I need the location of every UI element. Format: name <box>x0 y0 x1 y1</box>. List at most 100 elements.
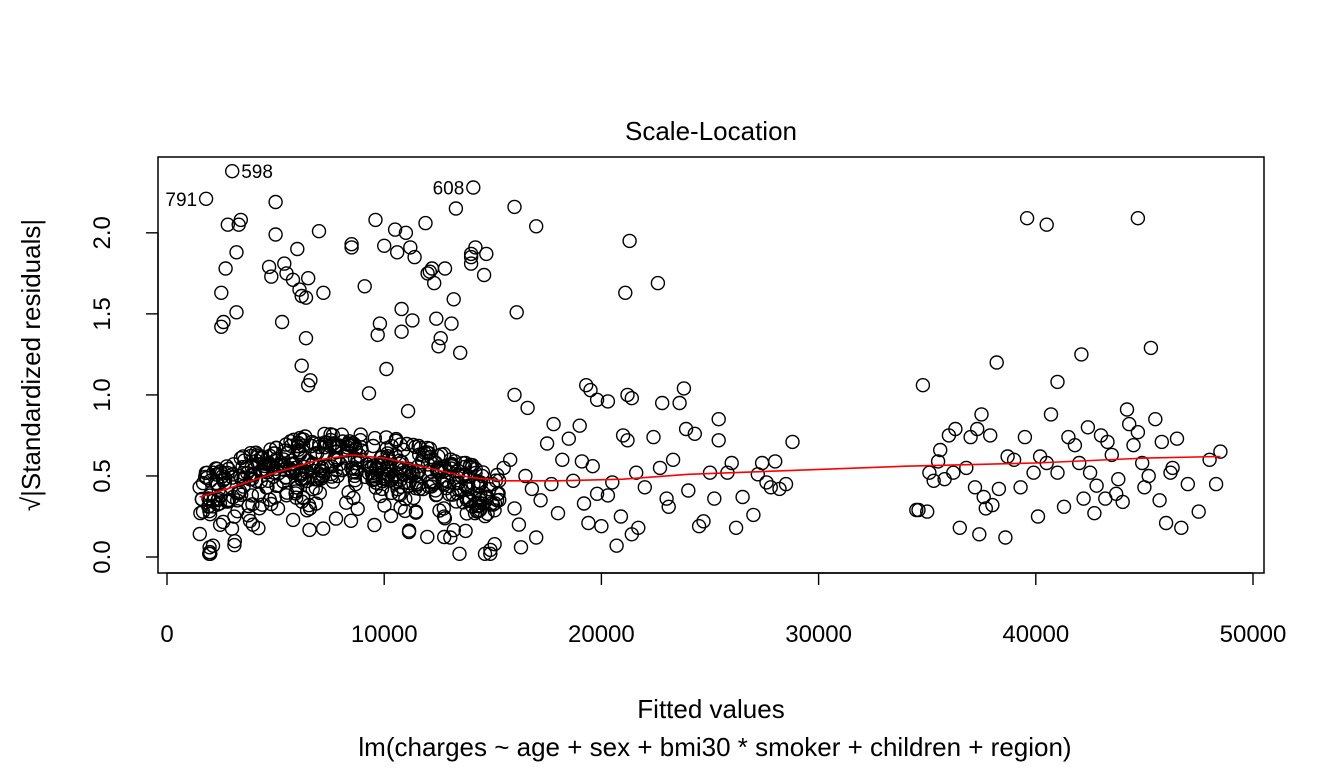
data-point <box>293 471 309 486</box>
data-point <box>331 438 347 453</box>
data-point <box>555 452 570 467</box>
data-point <box>618 285 633 300</box>
data-point <box>347 451 363 466</box>
data-point <box>437 529 452 545</box>
data-point <box>1121 416 1137 432</box>
data-point <box>374 481 390 497</box>
data-point <box>1119 402 1135 417</box>
data-point <box>696 514 711 529</box>
data-point <box>1154 434 1170 450</box>
data-point <box>448 201 464 216</box>
data-point <box>311 223 327 239</box>
data-point <box>379 441 394 456</box>
data-point <box>1130 210 1146 226</box>
data-point <box>952 520 967 535</box>
data-point <box>1169 431 1185 446</box>
data-point <box>655 395 670 411</box>
data-point <box>285 464 300 479</box>
data-point <box>344 236 359 252</box>
data-point <box>294 358 309 373</box>
data-point <box>1148 412 1163 427</box>
data-point <box>1043 407 1059 422</box>
data-point <box>214 285 229 300</box>
data-point <box>539 436 555 451</box>
data-point <box>357 279 372 294</box>
data-point <box>1006 452 1022 467</box>
data-point <box>659 491 674 506</box>
data-point <box>241 508 256 523</box>
data-point <box>476 267 492 283</box>
data-point <box>243 468 259 483</box>
data-point <box>198 191 214 207</box>
data-point <box>388 448 403 463</box>
data-point <box>285 272 301 287</box>
data-point <box>1074 347 1089 362</box>
x-axis: 0 10000 20000 30000 40000 50000 <box>160 572 1287 648</box>
data-point <box>328 511 344 526</box>
data-point <box>428 487 444 503</box>
data-point <box>218 261 233 276</box>
data-point <box>350 501 365 516</box>
data-point <box>344 240 359 255</box>
y-tick-label: 0.5 <box>89 459 116 492</box>
data-point <box>477 546 493 561</box>
data-point <box>419 445 435 460</box>
data-point <box>759 475 774 490</box>
data-point <box>343 513 359 528</box>
y-tick-label: 1.0 <box>89 378 116 411</box>
data-point <box>380 449 395 464</box>
data-point <box>507 501 522 516</box>
data-point <box>637 480 652 495</box>
data-point <box>408 505 424 520</box>
data-point <box>285 512 301 528</box>
data-point <box>224 163 240 179</box>
data-point <box>609 538 624 553</box>
data-point <box>446 522 461 538</box>
data-point <box>728 520 744 535</box>
data-point <box>479 246 494 262</box>
data-point <box>214 319 229 334</box>
data-point <box>360 457 375 472</box>
data-point <box>576 496 592 511</box>
smooth-layer <box>199 454 1221 498</box>
data-point <box>402 468 418 484</box>
data-point <box>302 522 317 538</box>
data-point <box>768 454 783 469</box>
data-point <box>1017 429 1033 445</box>
data-point <box>268 227 283 242</box>
data-point <box>620 387 635 403</box>
data-point <box>458 523 473 539</box>
chart-subtitle: lm(charges ~ age + sex + bmi30 * smoker … <box>358 732 1071 762</box>
x-tick-label: 40000 <box>1002 621 1069 648</box>
data-point <box>507 387 522 403</box>
data-point <box>470 479 486 494</box>
data-point <box>624 391 639 406</box>
data-point <box>529 530 544 545</box>
data-point <box>513 540 529 555</box>
x-tick-label: 50000 <box>1220 621 1287 648</box>
y-axis-label: √|Standardized residuals| <box>16 219 46 511</box>
data-point <box>507 199 522 215</box>
data-point <box>533 493 548 508</box>
data-point <box>1213 444 1228 459</box>
data-point <box>281 445 296 460</box>
data-point <box>277 256 292 271</box>
data-point <box>202 504 217 519</box>
data-point <box>983 428 998 443</box>
data-point <box>350 461 365 477</box>
data-point <box>1165 460 1180 476</box>
data-point <box>340 443 355 458</box>
data-point <box>735 489 750 505</box>
data-point <box>620 433 635 448</box>
data-point <box>471 495 486 510</box>
data-point <box>377 498 392 513</box>
data-point <box>420 529 435 545</box>
data-point <box>930 454 946 469</box>
data-point <box>277 443 292 458</box>
data-point <box>298 290 314 305</box>
data-point <box>439 480 454 496</box>
data-point <box>432 503 447 518</box>
data-point <box>394 301 409 317</box>
